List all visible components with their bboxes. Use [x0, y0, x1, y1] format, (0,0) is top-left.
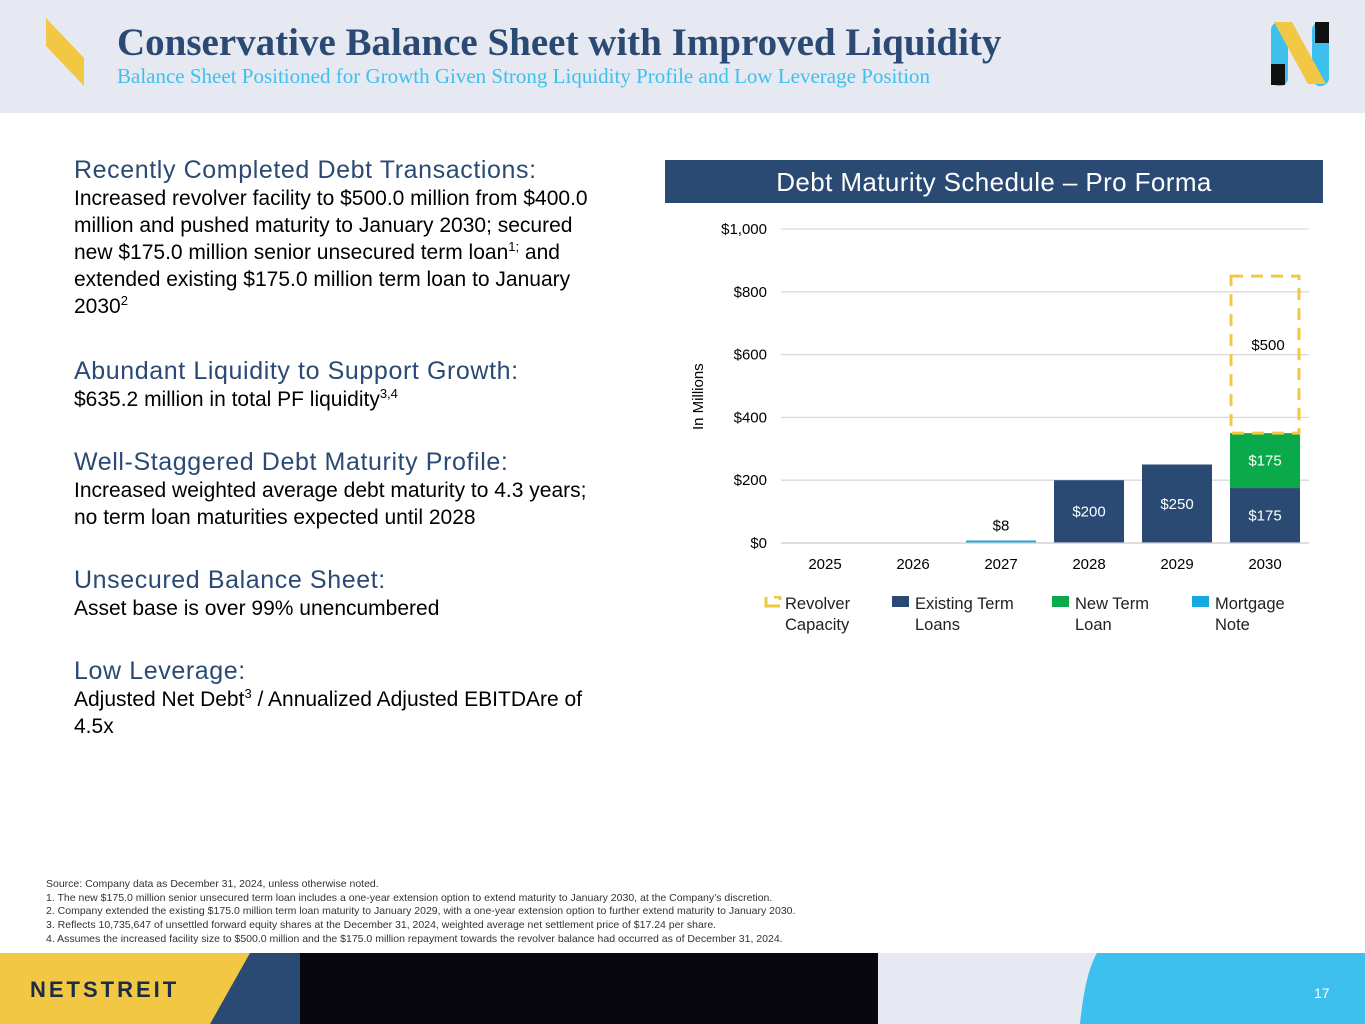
header-band [0, 0, 1365, 113]
existing-term-legend-swatch [892, 596, 909, 607]
mortgage-legend-swatch [1192, 596, 1209, 607]
page-subtitle: Balance Sheet Positioned for Growth Give… [117, 64, 931, 88]
footnote-1: 1. The new $175.0 million senior unsecur… [46, 891, 773, 904]
revolver-capacity-data-label: $500 [1251, 337, 1284, 354]
section-leverage: Low Leverage: Adjusted Net Debt3 / Annua… [74, 656, 644, 740]
existing-term-loans-bar [1230, 488, 1300, 543]
legend-mortgage-label: Mortgage Note [1215, 595, 1285, 634]
footnote-ref: 3,4 [379, 386, 398, 401]
existing-term-loans-data-label: $250 [1160, 496, 1193, 513]
body-line: no term loan maturities expected until 2… [74, 506, 476, 529]
body-line: 2030 [74, 295, 121, 318]
page-number: 17 [1314, 985, 1330, 1001]
page-title: Conservative Balance Sheet with Improved… [117, 21, 1002, 64]
legend-new-term-label: New Term Loan [1075, 595, 1149, 634]
footnote-ref: 1; [508, 239, 520, 254]
y-tick-label: $1,000 [721, 221, 767, 238]
chart-title-banner: Debt Maturity Schedule – Pro Forma [665, 160, 1323, 203]
section-body: Increased revolver facility to $500.0 mi… [74, 185, 644, 320]
new-term-loan-data-label: $175 [1248, 453, 1281, 470]
y-tick-label: $600 [734, 347, 767, 364]
section-body: Adjusted Net Debt3 / Annualized Adjusted… [74, 686, 644, 740]
section-unsecured: Unsecured Balance Sheet: Asset base is o… [74, 565, 644, 622]
mortgage-note-bar [966, 540, 1036, 543]
section-heading: Recently Completed Debt Transactions: [74, 156, 537, 184]
footnote-3: 3. Reflects 10,735,647 of unsettled forw… [46, 919, 717, 932]
footnote-2: 2. Company extended the existing $175.0 … [46, 905, 796, 918]
existing-term-loans-bar [1142, 464, 1212, 543]
debt-maturity-chart: $0 $200 $400 $600 $800 $1,000 2025 2026 2027 2028… [721, 221, 1309, 573]
y-tick-label: $800 [734, 284, 767, 301]
legend-existing-term-label: Existing Term Loans [915, 595, 1014, 634]
body-line: 4.5x [74, 715, 114, 738]
body-line: Asset base is over 99% unencumbered [74, 597, 440, 620]
section-debt-transactions: Recently Completed Debt Transactions: In… [74, 155, 644, 320]
section-body: Increased weighted average debt maturity… [74, 477, 644, 531]
existing-term-loans-data-label: $175 [1248, 508, 1281, 525]
body-line: $635.2 million in total PF liquidity [74, 388, 380, 411]
section-liquidity: Abundant Liquidity to Support Growth: $6… [74, 356, 644, 413]
body-line: new $175.0 million senior unsecured term… [74, 241, 509, 264]
body-line: and [519, 241, 560, 264]
netstreit-n-logo [1271, 22, 1329, 86]
revolver-legend-swatch [764, 596, 782, 608]
section-maturity-profile: Well-Staggered Debt Maturity Profile: In… [74, 447, 644, 531]
section-heading: Unsecured Balance Sheet: [74, 566, 386, 594]
body-line: Increased weighted average debt maturity… [74, 479, 587, 502]
x-tick-label: 2027 [984, 556, 1017, 573]
footer-band [0, 953, 1365, 1024]
mortgage-note-data-label: $8 [993, 517, 1010, 534]
footnotes: Source: Company data as December 31, 202… [46, 878, 795, 947]
footnote-4: 4. Assumes the increased facility size t… [46, 932, 783, 945]
body-line: Increased revolver facility to $500.0 mi… [74, 187, 588, 210]
body-line: Adjusted Net Debt [74, 688, 245, 711]
section-heading: Abundant Liquidity to Support Growth: [74, 357, 519, 385]
new-term-legend-swatch [1052, 596, 1069, 607]
y-tick-label: $200 [734, 472, 767, 489]
yellow-chevron-mark [46, 18, 84, 86]
revolver-capacity-bar [1229, 274, 1301, 435]
x-tick-label: 2025 [808, 556, 841, 573]
netstreit-wordmark: NETSTREIT [30, 977, 180, 1002]
footnote-ref: 3 [244, 686, 252, 701]
legend-revolver-label: Revolver Capacity [785, 595, 851, 634]
body-line: million and pushed maturity to January 2… [74, 214, 573, 237]
x-tick-label: 2030 [1248, 556, 1281, 573]
new-term-loan-bar [1230, 433, 1300, 489]
x-tick-label: 2028 [1072, 556, 1105, 573]
y-tick-label: $400 [734, 409, 767, 426]
section-heading: Well-Staggered Debt Maturity Profile: [74, 448, 509, 476]
section-body: Asset base is over 99% unencumbered [74, 595, 644, 622]
footnote-ref: 2 [120, 293, 128, 308]
x-tick-label: 2026 [896, 556, 929, 573]
section-body: $635.2 million in total PF liquidity3,4 [74, 386, 644, 413]
existing-term-loans-data-label: $200 [1072, 504, 1105, 521]
x-tick-label: 2029 [1160, 556, 1193, 573]
section-heading: Low Leverage: [74, 657, 246, 685]
footnote-source: Source: Company data as December 31, 202… [46, 878, 379, 890]
body-line: / Annualized Adjusted EBITDAre of [251, 688, 583, 711]
y-tick-label: $0 [750, 535, 767, 552]
existing-term-loans-bar [1054, 480, 1124, 543]
body-line: extended existing $175.0 million term lo… [74, 268, 571, 291]
